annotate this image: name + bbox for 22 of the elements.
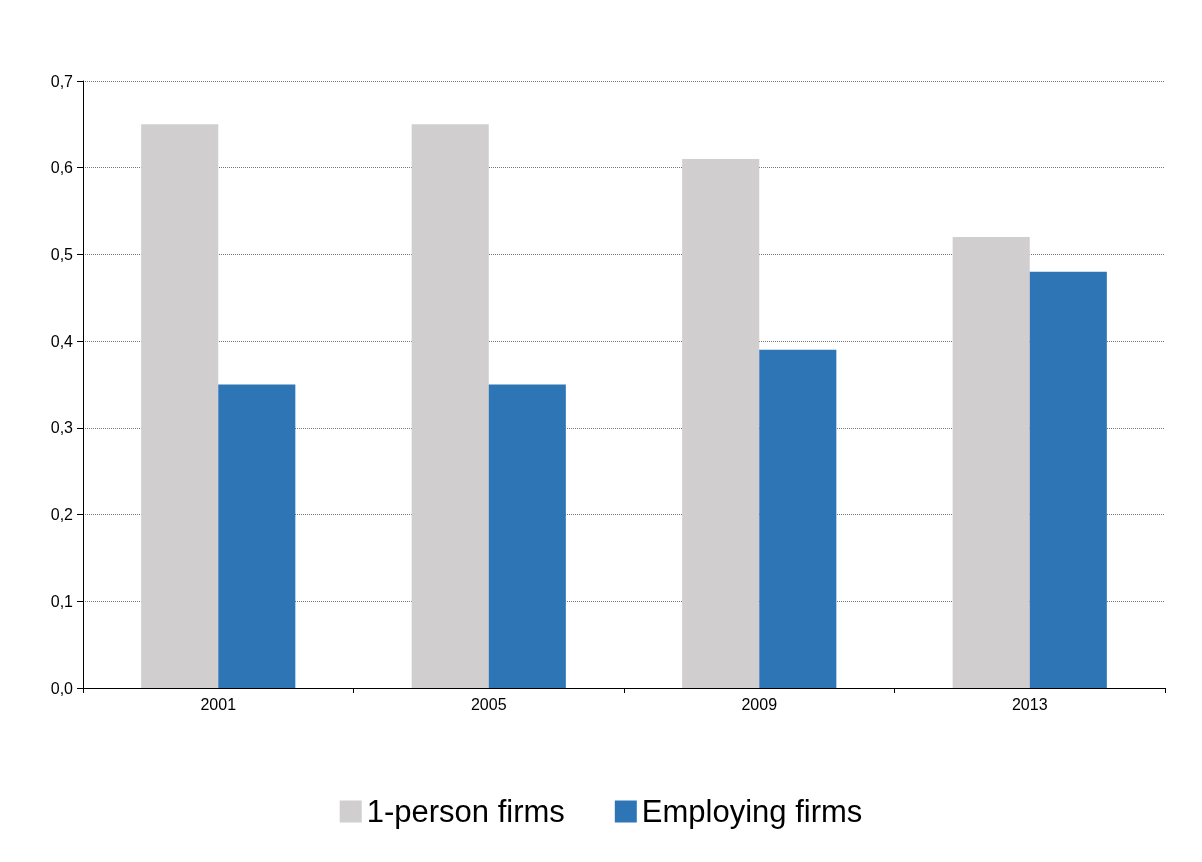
y-tick-label: 0,4	[50, 332, 74, 350]
legend-label: 1-person firms	[366, 794, 565, 829]
x-tick-label: 2009	[741, 695, 778, 713]
x-tick-label: 2013	[1011, 695, 1048, 713]
y-tick-label: 0,2	[50, 506, 74, 524]
bar	[218, 384, 296, 688]
bar	[952, 237, 1030, 688]
y-tick-label: 0,5	[50, 245, 74, 263]
x-tick-label: 2005	[470, 695, 507, 713]
y-tick-label: 0,0	[50, 679, 74, 697]
y-tick-label: 0,7	[50, 72, 74, 90]
bar	[488, 384, 566, 688]
bar	[411, 124, 489, 688]
y-tick-label: 0,3	[50, 419, 74, 437]
y-tick-label: 0,1	[50, 592, 74, 610]
bar	[1029, 271, 1107, 688]
bar	[141, 124, 219, 688]
y-tick-label: 0,6	[50, 159, 74, 177]
bar	[759, 349, 837, 688]
bar	[682, 159, 760, 688]
legend-label: Employing firms	[641, 794, 863, 829]
x-tick-label: 2001	[200, 695, 237, 713]
